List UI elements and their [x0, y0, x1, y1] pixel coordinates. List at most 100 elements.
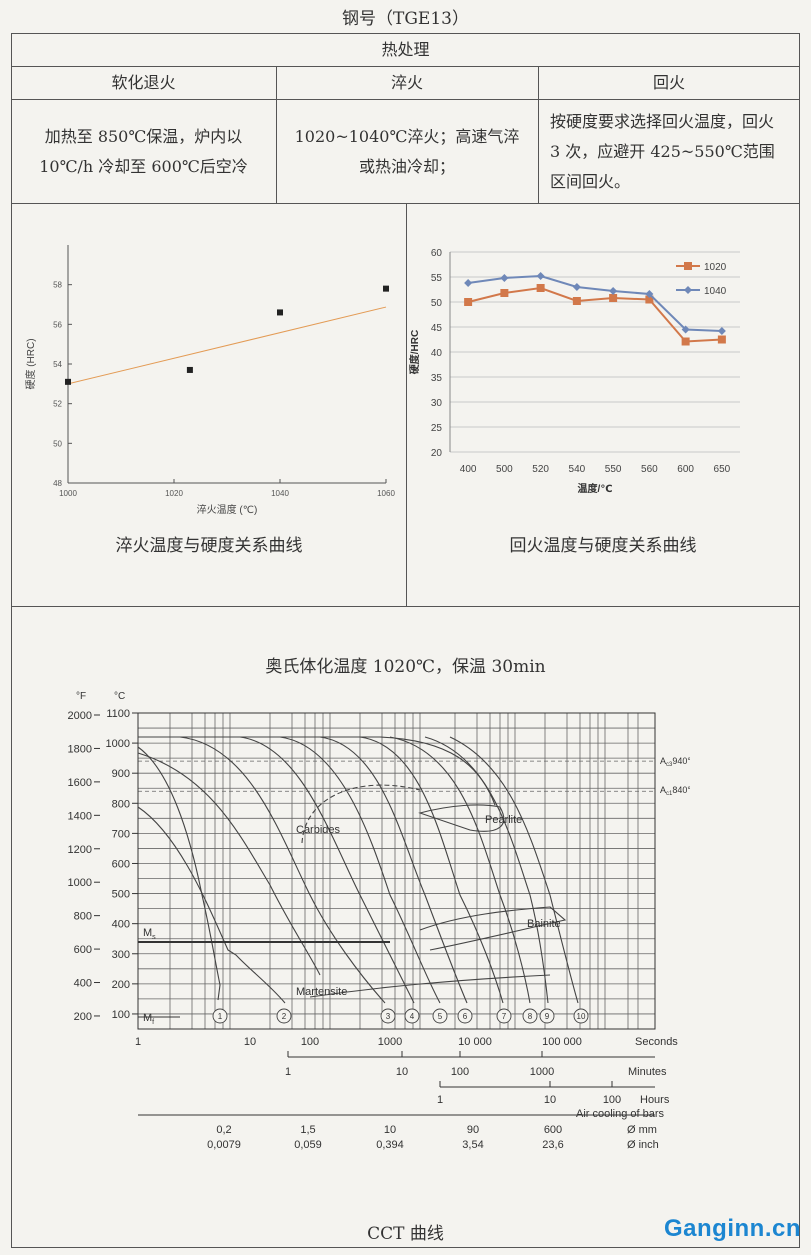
bainite-finish [309, 974, 551, 998]
celsius-tick: 200 [112, 979, 130, 991]
data-point [383, 285, 389, 292]
ac3-label: Ac3940°C (1725°F) [660, 756, 690, 768]
y-tick-label: 30 [431, 398, 443, 409]
series-marker-1040 [609, 287, 618, 295]
martensite-label: Martensite [296, 986, 347, 998]
carbides-boundary [301, 784, 421, 844]
mm-label: Ø mm [627, 1124, 657, 1136]
air-cooling-label: Air cooling of bars [576, 1108, 665, 1120]
celsius-tick: 700 [112, 828, 130, 840]
cct-heading: 奥氏体化温度 1020℃，保温 30min [265, 657, 546, 677]
series-marker-1040 [681, 325, 690, 334]
cooling-curve-2 [137, 806, 286, 1004]
cct-diagram: 1100100090080070060050040030020010020001… [68, 691, 690, 1151]
series-marker-1020 [464, 298, 473, 306]
table-divider [11, 99, 800, 100]
data-point [186, 366, 193, 373]
x-tick-label: 540 [569, 464, 586, 475]
seconds-tick: 100 [301, 1036, 319, 1048]
fahrenheit-tick: 600 [74, 944, 92, 956]
series-marker-1040 [536, 272, 545, 280]
y-axis-label: 硬度 (HRC) [24, 338, 37, 389]
curve-number: 5 [438, 1012, 443, 1021]
table-divider [11, 66, 800, 67]
ms-label: Ms [143, 927, 156, 941]
curve-number: 8 [528, 1012, 533, 1021]
x-axis-label: 淬火温度 (℃) [197, 503, 258, 516]
x-tick-label: 650 [714, 464, 731, 475]
curve-number-circle [522, 1008, 538, 1024]
fahrenheit-tick: 1800 [68, 743, 92, 755]
fahrenheit-tick: 1000 [68, 877, 92, 889]
bar-diameter-inch: 23,6 [542, 1139, 563, 1151]
bar-diameter-inch: 0,394 [376, 1139, 404, 1151]
celsius-tick: 100 [112, 1009, 130, 1021]
celsius-tick: 400 [112, 919, 130, 931]
tempering-cell: 按硬度要求选择回火温度，回火 3 次，应避开 425~550℃范围区间回火。 [550, 111, 775, 191]
seconds-tick: 1 [135, 1036, 141, 1048]
series-marker-1040 [572, 283, 581, 291]
cct-grid [138, 712, 655, 1029]
x-tick-label: 500 [496, 464, 513, 475]
temper-chart-caption: 回火温度与硬度关系曲线 [509, 536, 697, 556]
y-tick-label: 45 [431, 323, 443, 334]
minutes-tick: 1000 [530, 1066, 554, 1078]
y-tick-label: 20 [431, 448, 443, 459]
cooling-curve-4 [239, 736, 415, 1004]
y-tick-label: 58 [53, 281, 62, 290]
curve-number: 7 [502, 1012, 507, 1021]
y-axis-label: 硬度/HRC [408, 330, 421, 374]
curve-number-circle [380, 1008, 396, 1024]
column-header-annealing: 软化退火 [111, 72, 176, 92]
series-marker-1020 [609, 294, 618, 302]
x-tick-label: 1020 [165, 489, 183, 498]
cooling-curve-6 [319, 736, 468, 1004]
series-line-1020 [467, 286, 722, 343]
series-line-1040 [467, 274, 722, 332]
bar-diameter-mm: 10 [384, 1124, 396, 1136]
cooling-curve-8 [389, 736, 531, 1004]
unit-fahrenheit: °F [76, 691, 86, 702]
cooling-curve-1 [137, 746, 221, 1001]
seconds-tick: 10 [244, 1036, 256, 1048]
bar-diameter-inch: 0,059 [294, 1139, 322, 1151]
y-tick-label: 56 [53, 320, 62, 329]
temper-hardness-chart: 20 25 30 35 40 45 50 55 60 400 500 520 540 550 560 600 6… [408, 248, 740, 495]
y-tick-label: 55 [431, 273, 443, 284]
legend-marker [684, 286, 692, 294]
site-watermark: Ganginn.cn [664, 1215, 801, 1242]
cooling-curve-2b [137, 752, 321, 976]
pearlite-region [418, 804, 505, 832]
bar-diameter-inch: 3,54 [462, 1139, 483, 1151]
x-tick-label: 600 [677, 464, 694, 475]
chart-divider [406, 203, 407, 607]
hours-label: Hours [640, 1094, 670, 1106]
inch-label: Ø inch [627, 1139, 659, 1151]
hours-tick: 1 [437, 1094, 443, 1106]
x-tick-label: 1000 [59, 489, 77, 498]
data-point [65, 378, 71, 385]
curve-number-circle [539, 1008, 555, 1024]
series-marker-1020 [717, 335, 726, 344]
curve-number-circle [212, 1008, 228, 1024]
quench-hardness-chart: 48 50 52 54 56 58 1000 1020 1040 1060 淬火温度 (℃) 硬度 (… [24, 245, 395, 516]
x-tick-label: 400 [460, 464, 477, 475]
minutes-tick: 1 [285, 1066, 291, 1078]
series-marker-1020 [536, 284, 545, 292]
cct-frame [11, 606, 800, 1248]
seconds-label: Seconds [635, 1036, 678, 1048]
page-title: 钢号（TGE13） [342, 9, 469, 29]
curve-number: 3 [386, 1012, 391, 1021]
celsius-tick: 600 [112, 858, 130, 870]
curve-number: 10 [577, 1012, 586, 1021]
curve-number-circle [457, 1008, 473, 1024]
x-tick-label: 560 [641, 464, 658, 475]
celsius-tick: 900 [112, 768, 130, 780]
fahrenheit-tick: 200 [74, 1011, 92, 1023]
celsius-tick: 500 [112, 889, 130, 901]
curve-number-circle [496, 1008, 512, 1024]
bar-diameter-mm: 90 [467, 1124, 479, 1136]
y-tick-label: 54 [53, 360, 62, 369]
x-tick-label: 1060 [377, 489, 395, 498]
cct-temperature-axis: 1100 1000 900 800 700 600 500 400 300 200 100 2000 1… [68, 708, 138, 1023]
